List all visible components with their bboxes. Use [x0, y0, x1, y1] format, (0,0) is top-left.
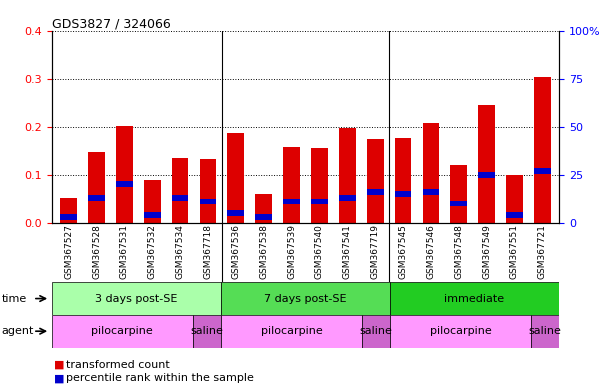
Bar	[506, 175, 523, 223]
Text: GSM367539: GSM367539	[287, 224, 296, 279]
Bar	[339, 128, 356, 223]
Text: pilocarpine: pilocarpine	[92, 326, 153, 336]
Bar	[144, 180, 161, 223]
Bar	[395, 138, 411, 223]
Text: GSM367536: GSM367536	[232, 224, 240, 279]
Bar	[478, 104, 495, 223]
Bar	[88, 195, 105, 200]
Bar	[116, 182, 133, 187]
Bar	[255, 194, 272, 223]
Text: GSM367721: GSM367721	[538, 224, 547, 279]
Bar	[221, 282, 390, 315]
Bar	[390, 315, 531, 348]
Bar	[423, 123, 439, 223]
Text: GSM367548: GSM367548	[454, 224, 463, 279]
Bar	[395, 191, 411, 197]
Text: agent: agent	[2, 326, 34, 336]
Text: pilocarpine: pilocarpine	[260, 326, 322, 336]
Bar	[200, 199, 216, 204]
Text: pilocarpine: pilocarpine	[430, 326, 491, 336]
Bar	[172, 195, 188, 200]
Bar	[534, 168, 551, 174]
Text: GSM367541: GSM367541	[343, 224, 352, 279]
Bar	[200, 159, 216, 223]
Bar	[116, 126, 133, 223]
Bar	[450, 165, 467, 223]
Text: GSM367546: GSM367546	[426, 224, 436, 279]
Text: 3 days post-SE: 3 days post-SE	[95, 293, 178, 304]
Text: GSM367528: GSM367528	[92, 224, 101, 279]
Text: GSM367527: GSM367527	[64, 224, 73, 279]
Bar	[172, 158, 188, 223]
Text: percentile rank within the sample: percentile rank within the sample	[66, 373, 254, 383]
Text: GSM367545: GSM367545	[398, 224, 408, 279]
Bar	[311, 199, 327, 204]
Bar	[193, 315, 221, 348]
Bar	[450, 201, 467, 207]
Bar	[367, 139, 384, 223]
Bar	[221, 315, 362, 348]
Text: GSM367540: GSM367540	[315, 224, 324, 279]
Bar	[284, 147, 300, 223]
Bar	[255, 214, 272, 220]
Text: GSM367538: GSM367538	[259, 224, 268, 279]
Bar	[534, 77, 551, 223]
Bar	[367, 189, 384, 195]
Text: 7 days post-SE: 7 days post-SE	[264, 293, 347, 304]
Bar	[390, 282, 559, 315]
Bar	[531, 315, 559, 348]
Bar	[423, 189, 439, 195]
Bar	[144, 212, 161, 218]
Text: ■: ■	[54, 373, 64, 383]
Text: GSM367534: GSM367534	[175, 224, 185, 279]
Text: saline: saline	[529, 326, 562, 336]
Bar	[227, 210, 244, 216]
Text: immediate: immediate	[444, 293, 505, 304]
Bar	[478, 172, 495, 177]
Bar	[311, 148, 327, 223]
Text: GDS3827 / 324066: GDS3827 / 324066	[52, 17, 170, 30]
Text: GSM367718: GSM367718	[203, 224, 213, 279]
Bar	[60, 198, 77, 223]
Text: GSM367719: GSM367719	[371, 224, 379, 279]
Bar	[52, 282, 221, 315]
Bar	[362, 315, 390, 348]
Bar	[88, 152, 105, 223]
Text: GSM367549: GSM367549	[482, 224, 491, 279]
Bar	[227, 134, 244, 223]
Text: GSM367551: GSM367551	[510, 224, 519, 279]
Bar	[284, 199, 300, 204]
Bar	[339, 195, 356, 200]
Text: time: time	[2, 293, 27, 304]
Text: saline: saline	[191, 326, 224, 336]
Bar	[506, 212, 523, 218]
Text: GSM367532: GSM367532	[148, 224, 157, 279]
Text: GSM367531: GSM367531	[120, 224, 129, 279]
Bar	[52, 315, 193, 348]
Text: ■: ■	[54, 360, 64, 370]
Text: saline: saline	[359, 326, 392, 336]
Bar	[60, 214, 77, 220]
Text: transformed count: transformed count	[66, 360, 170, 370]
